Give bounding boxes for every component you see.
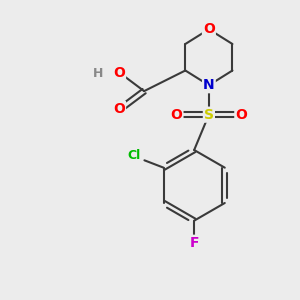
Text: O: O <box>171 108 182 122</box>
Text: O: O <box>235 108 247 122</box>
Text: O: O <box>113 102 125 116</box>
Text: O: O <box>113 66 125 80</box>
Text: O: O <box>203 22 215 36</box>
Text: N: N <box>203 78 215 92</box>
Text: H: H <box>93 67 104 80</box>
Text: Cl: Cl <box>128 149 141 162</box>
Text: S: S <box>204 108 214 122</box>
Text: F: F <box>189 236 199 250</box>
